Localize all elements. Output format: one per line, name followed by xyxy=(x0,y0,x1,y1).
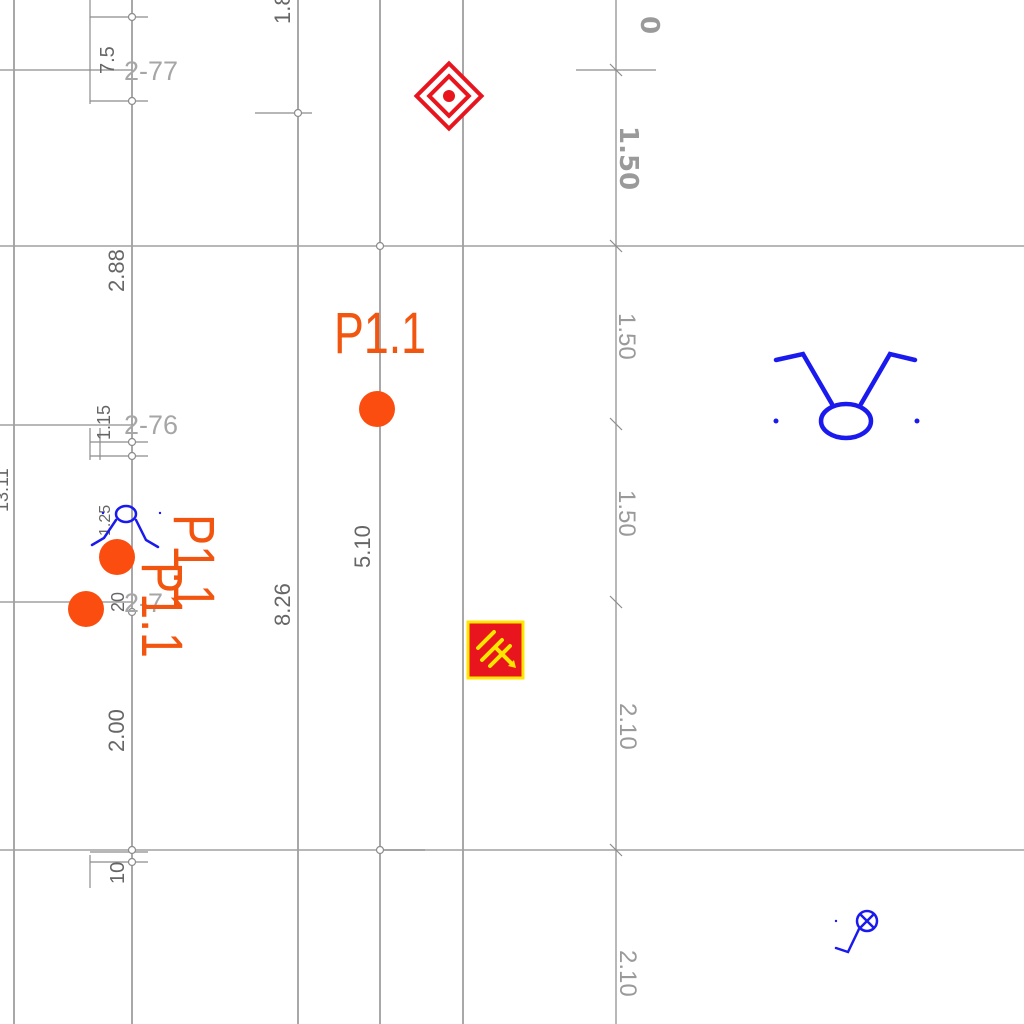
node xyxy=(127,12,137,22)
dim-1-15: 1.15 xyxy=(94,405,114,440)
dim-20: 20 xyxy=(108,592,128,612)
markers: P1.1 P1.1 P1.1 xyxy=(68,301,426,658)
tick xyxy=(609,595,623,609)
level-tag-2-76: 2-76 xyxy=(124,410,178,440)
dimension-ticks xyxy=(89,0,656,888)
dim-10: 10 xyxy=(107,862,129,884)
wall-fixture-icon xyxy=(90,504,162,549)
node xyxy=(127,96,137,106)
tick xyxy=(609,417,623,431)
node xyxy=(127,607,137,617)
marker-label-left-b: P1.1 xyxy=(129,562,194,658)
dim-5-10: 5.10 xyxy=(350,525,375,568)
dim-2-10-b: 2.10 xyxy=(614,950,641,997)
node xyxy=(293,108,303,118)
dim-2-00: 2.00 xyxy=(104,709,129,752)
dimension-nodes xyxy=(127,12,385,867)
level-tag-2-77: 2-77 xyxy=(124,56,178,86)
valve-icon xyxy=(834,909,879,954)
dim-0: 0 xyxy=(634,16,664,34)
target-icon xyxy=(413,60,485,132)
marker-dot-top[interactable] xyxy=(359,391,395,427)
marker-label-top: P1.1 xyxy=(334,301,426,366)
level-tag-2-7: 2-7 xyxy=(124,588,163,618)
node xyxy=(127,451,137,461)
node xyxy=(375,845,385,855)
dim-1-25: 1.25 xyxy=(97,505,114,536)
dim-1-50-b: 1.50 xyxy=(613,490,640,537)
marker-dot-left-b[interactable] xyxy=(68,591,104,627)
level-tags: 2-77 2-76 2-7 xyxy=(124,56,178,618)
node xyxy=(127,857,137,867)
node xyxy=(127,437,137,447)
dim-7-5: 7.5 xyxy=(97,46,119,74)
ceiling-fixture-icon xyxy=(773,351,920,441)
electrical-panel-icon xyxy=(466,620,525,680)
dim-2-88: 2.88 xyxy=(104,249,129,292)
dim-13-11: 13.11 xyxy=(0,468,12,512)
dim-1-50-bold: 1.50 xyxy=(613,126,643,190)
node xyxy=(375,241,385,251)
tick xyxy=(609,843,623,857)
tick xyxy=(609,239,623,253)
marker-dot-left-a[interactable] xyxy=(99,539,135,575)
dim-8-26: 8.26 xyxy=(270,583,295,626)
dimension-labels: 7.5 1.8 0 1.50 2.88 1.50 1.15 13.11 1.50… xyxy=(0,0,664,997)
marker-label-left-a: P1.1 xyxy=(161,514,226,610)
dim-1-8: 1.8 xyxy=(270,0,295,24)
dim-2-10-a: 2.10 xyxy=(614,703,641,750)
dim-1-50-a: 1.50 xyxy=(613,313,640,360)
tick xyxy=(609,63,623,77)
node xyxy=(127,845,137,855)
